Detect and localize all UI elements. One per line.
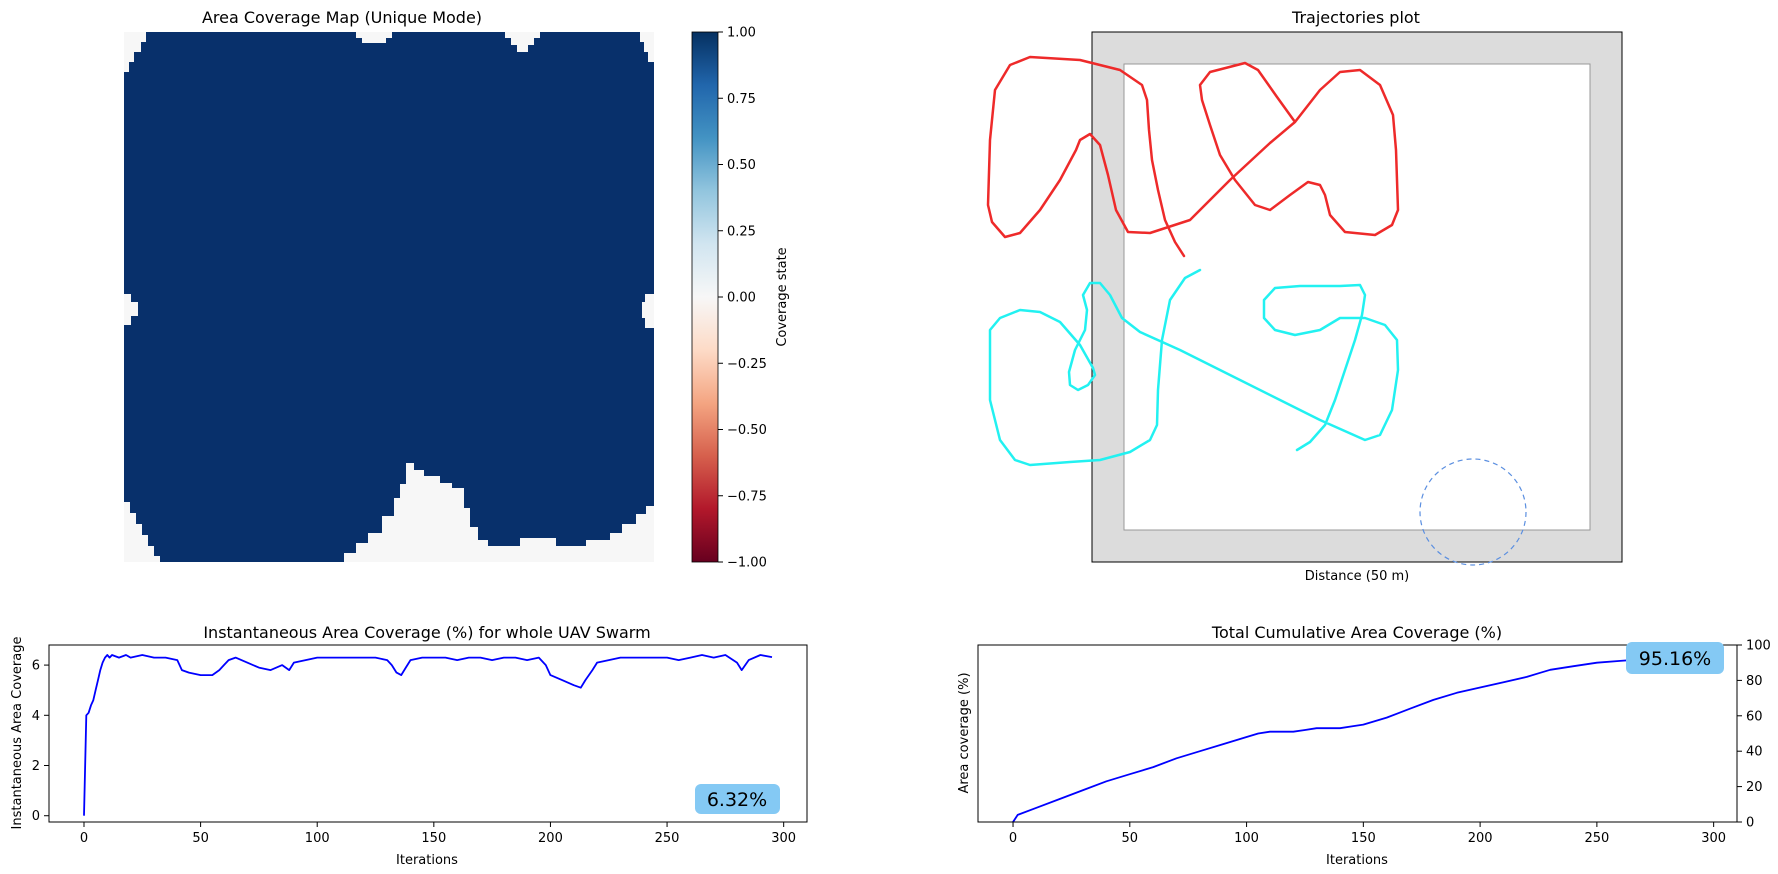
heatmap-uncovered-bottom-left xyxy=(124,502,160,562)
trajectories-series xyxy=(986,55,1400,467)
colorbar-label: Coverage state xyxy=(775,247,790,346)
trajectories-panel: Trajectories plot Distance (50 m) xyxy=(986,8,1623,584)
x-tick-label: 0 xyxy=(1009,831,1017,846)
y-tick-label: 4 xyxy=(32,709,40,724)
y-tick-label: 40 xyxy=(1746,745,1763,760)
heatmap-uncovered-bottom xyxy=(344,463,654,562)
instantaneous-panel: Instantaneous Area Coverage (%) for whol… xyxy=(10,623,808,868)
heatmap-title: Area Coverage Map (Unique Mode) xyxy=(202,8,482,27)
x-tick-label: 300 xyxy=(1701,831,1726,846)
trajectories-xlabel: Distance (50 m) xyxy=(1305,569,1409,584)
colorbar-ticks: 1.00 0.75 0.50 0.25 0.00 −0.25 −0.50 −0.75 −1.00 xyxy=(718,26,767,571)
colorbar-tick-label: 1.00 xyxy=(727,26,756,41)
colorbar: 1.00 0.75 0.50 0.25 0.00 −0.25 −0.50 −0.75 −1.00… xyxy=(691,26,790,571)
y-tick-label: 0 xyxy=(1746,816,1754,831)
heatmap-uncovered-top-right1 xyxy=(505,32,540,52)
cumulative-title: Total Cumulative Area Coverage (%) xyxy=(1211,623,1502,642)
x-tick-label: 200 xyxy=(1468,831,1493,846)
x-tick-label: 300 xyxy=(771,831,796,846)
x-tick-label: 100 xyxy=(305,831,330,846)
instantaneous-plot: 0 50 100 150 200 250 300 0 2 4 6 xyxy=(32,654,796,846)
cumulative-xlabel: Iterations xyxy=(1326,853,1388,868)
trajectory-uav-1 xyxy=(986,55,1400,258)
x-tick-label: 250 xyxy=(1584,831,1609,846)
trajectories-title: Trajectories plot xyxy=(1291,8,1420,27)
instantaneous-ylabel: Instantaneous Area Coverage xyxy=(10,637,25,830)
y-tick-label: 100 xyxy=(1746,639,1771,654)
instantaneous-badge xyxy=(695,784,780,814)
colorbar-tick-label: 0.00 xyxy=(727,291,756,306)
trajectories-area xyxy=(1123,63,1591,531)
colorbar-tick-label: 0.75 xyxy=(727,92,756,107)
heatmap-uncovered-right-mid xyxy=(642,294,654,328)
y-tick-label: 2 xyxy=(32,759,40,774)
x-tick-label: 50 xyxy=(192,831,209,846)
colorbar-tick-label: −1.00 xyxy=(727,556,767,571)
colorbar-tick-label: −0.25 xyxy=(727,357,767,372)
heatmap-uncovered-top-mid xyxy=(356,32,392,43)
heatmap-uncovered-left-mid xyxy=(124,294,138,325)
y-tick-label: 80 xyxy=(1746,674,1763,689)
sensor-range-circle xyxy=(1419,458,1527,566)
x-tick-label: 250 xyxy=(655,831,680,846)
colorbar-gradient xyxy=(691,31,719,563)
y-tick-label: 6 xyxy=(32,659,40,674)
series-line-1 xyxy=(1012,652,1703,823)
instantaneous-title: Instantaneous Area Coverage (%) for whol… xyxy=(203,623,650,642)
x-tick-label: 150 xyxy=(1351,831,1376,846)
series-line-1 xyxy=(83,654,773,816)
instantaneous-badge-text: 6.32% xyxy=(707,789,767,811)
y-tick-label: 0 xyxy=(32,809,40,824)
x-tick-label: 150 xyxy=(421,831,446,846)
heatmap-uncovered-top-left xyxy=(124,32,146,72)
cumulative-frame xyxy=(977,644,1738,823)
heatmap-image xyxy=(124,32,654,562)
heatmap-panel: Area Coverage Map (Unique Mode) xyxy=(124,8,790,571)
colorbar-tick-label: 0.50 xyxy=(727,158,756,173)
cumulative-panel: Total Cumulative Area Coverage (%) 0 50 10… xyxy=(957,623,1771,868)
x-tick-label: 0 xyxy=(80,831,88,846)
colorbar-tick-label: −0.75 xyxy=(727,489,767,504)
instantaneous-xlabel: Iterations xyxy=(396,853,458,868)
y-tick-label: 20 xyxy=(1746,780,1763,795)
cumulative-plot: 0 50 100 150 200 250 300 0 20 40 60 80 100 xyxy=(1009,639,1771,847)
heatmap-covered-area xyxy=(124,32,654,562)
instantaneous-frame xyxy=(48,644,808,823)
colorbar-tick-label: 0.25 xyxy=(727,224,756,239)
x-tick-label: 200 xyxy=(538,831,563,846)
colorbar-tick-label: −0.50 xyxy=(727,423,767,438)
cumulative-badge-text: 95.16% xyxy=(1639,648,1711,670)
heatmap-uncovered-top-right2 xyxy=(640,32,654,62)
cumulative-ylabel: Area coverage (%) xyxy=(957,672,972,793)
x-tick-label: 50 xyxy=(1122,831,1139,846)
y-tick-label: 60 xyxy=(1746,709,1763,724)
x-tick-label: 100 xyxy=(1234,831,1259,846)
trajectory-uav-2 xyxy=(988,268,1400,467)
cumulative-badge xyxy=(1626,642,1724,674)
